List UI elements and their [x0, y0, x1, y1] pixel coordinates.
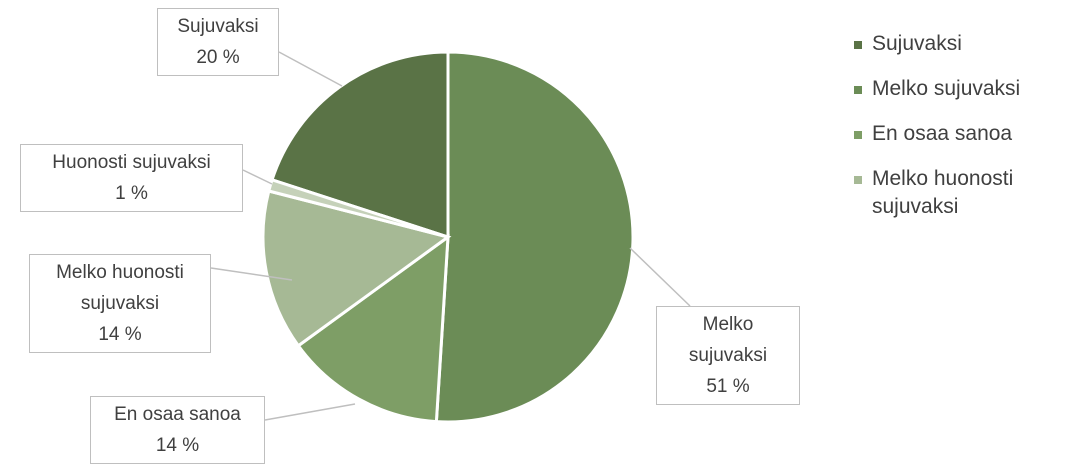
legend-label: Sujuvaksi [872, 32, 962, 55]
pie-slice [261, 189, 452, 348]
data-label: En osaa sanoa 14 % [90, 396, 265, 464]
pie-slice [270, 50, 450, 240]
legend-swatch [854, 131, 862, 139]
data-label: Sujuvaksi 20 % [157, 8, 279, 76]
leader-line [264, 403, 356, 421]
legend-label: Melko huonosti sujuvaksi [872, 167, 1014, 218]
label-value: 1 % [115, 183, 148, 204]
pie-slice [296, 233, 450, 424]
pie-slice [266, 177, 449, 239]
data-label: Huonosti sujuvaksi 1 % [20, 144, 243, 212]
legend-swatch [854, 176, 862, 184]
legend-swatch [854, 41, 862, 49]
legend-label: Melko sujuvaksi [872, 77, 1021, 100]
legend-entry: Melko huonosti sujuvaksi [852, 165, 1077, 221]
label-name: Huonosti sujuvaksi [52, 152, 211, 173]
legend: Sujuvaksi Melko sujuvaksi En osaa sanoa Mel… [852, 30, 1077, 238]
legend-entry: En osaa sanoa [852, 120, 1077, 148]
pie-slice [434, 50, 635, 424]
label-name: En osaa sanoa [114, 404, 241, 425]
label-value: 14 % [98, 324, 142, 345]
label-name: Melko sujuvaksi [688, 314, 768, 366]
label-value: 51 % [706, 376, 750, 397]
label-name: Sujuvaksi [177, 16, 259, 37]
label-name: Melko huonosti sujuvaksi [56, 262, 184, 314]
leader-line [278, 51, 343, 87]
leader-line [242, 169, 273, 185]
legend-entry: Sujuvaksi [852, 30, 1077, 58]
data-label: Melko sujuvaksi 51 % [656, 306, 800, 405]
legend-entry: Melko sujuvaksi [852, 75, 1077, 103]
label-value: 20 % [196, 47, 240, 68]
leader-line [210, 267, 293, 281]
data-label: Melko huonosti sujuvaksi 14 % [29, 254, 211, 353]
label-value: 14 % [155, 435, 200, 456]
leader-line [629, 247, 691, 307]
legend-label: En osaa sanoa [872, 122, 1013, 145]
legend-swatch [854, 86, 862, 94]
